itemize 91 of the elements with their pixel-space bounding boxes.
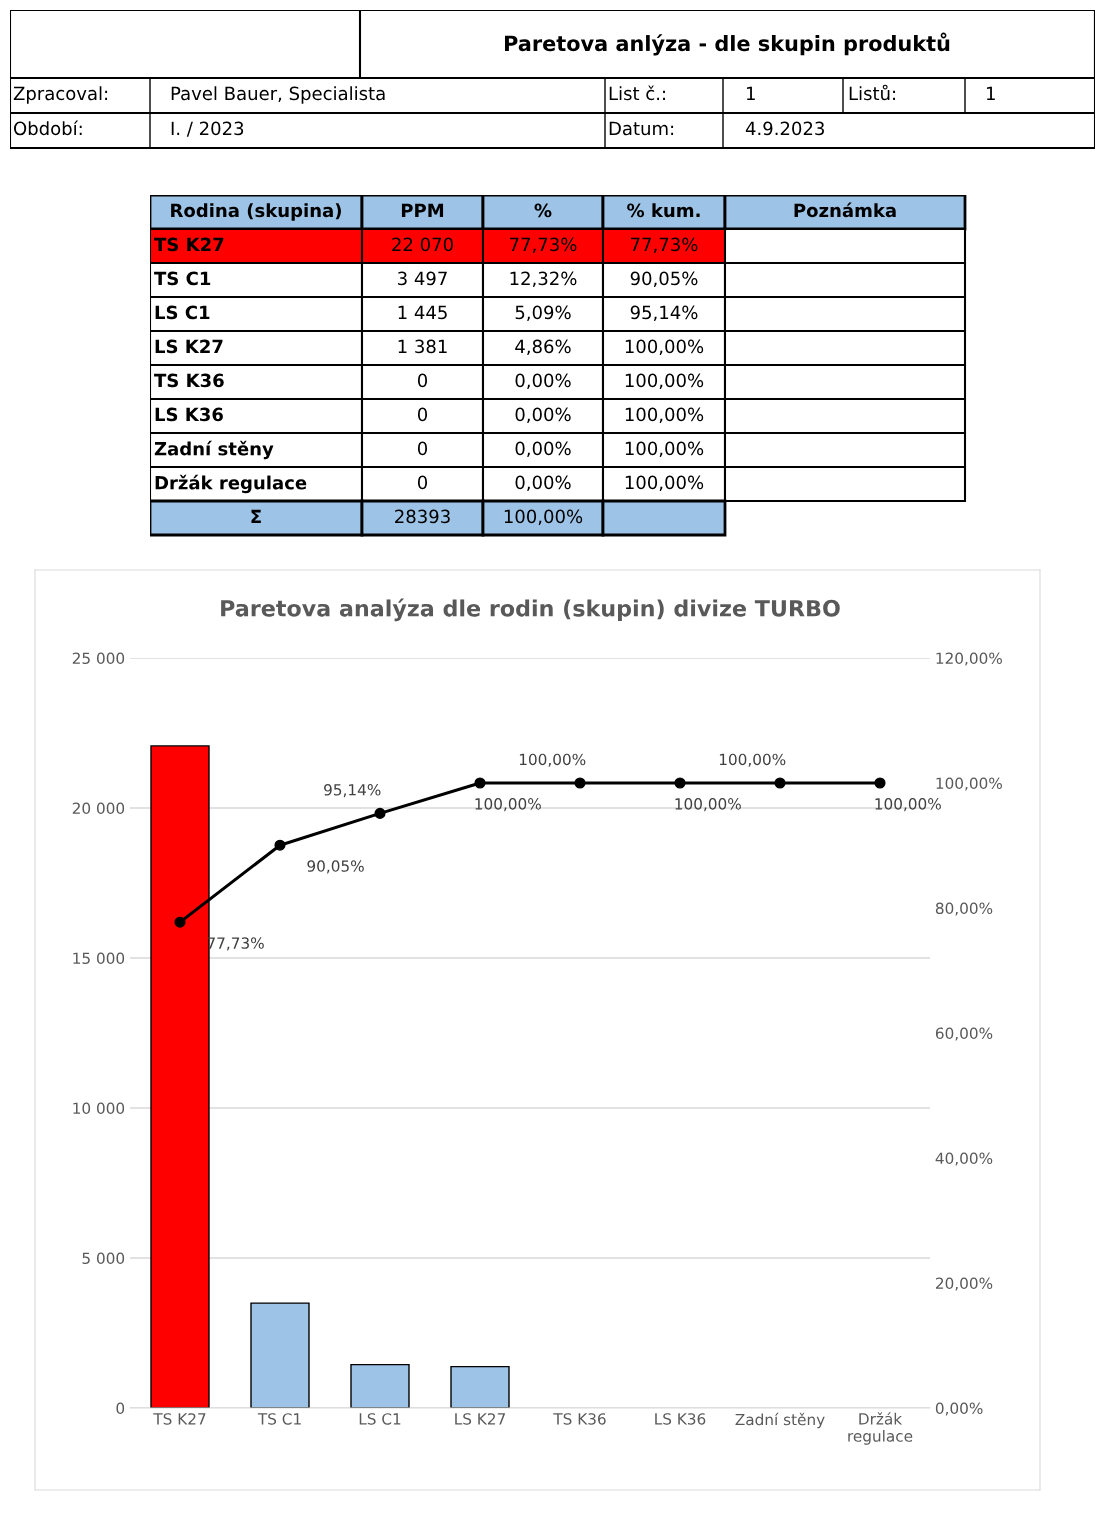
text: 28393 [395, 509, 450, 524]
text: 100,00% [625, 441, 704, 458]
x-tick-label: TS K36 [553, 1413, 606, 1425]
text: 1 [746, 86, 755, 100]
text: 100,00% [504, 509, 583, 526]
point [574, 777, 586, 789]
text: 0,00% [515, 407, 571, 424]
point [474, 777, 486, 789]
text: % kum. [627, 203, 700, 218]
text: Poznámka [794, 202, 896, 218]
text: 100,00% [625, 339, 704, 356]
y-tick-label: 10 000 [73, 1102, 125, 1115]
x-tick-label: LS K36 [655, 1413, 706, 1425]
y2-tick-label: 100,00% [936, 777, 1002, 791]
y-tick-label: 5 000 [82, 1252, 125, 1265]
text: TS K27 [154, 237, 224, 252]
point [174, 916, 186, 928]
text: 0,00% [515, 373, 571, 390]
text: List č.: [609, 85, 665, 101]
chart-title: Paretova analýza dle rodin (skupin) divize TURBO [221, 598, 840, 622]
text: 4,86% [515, 339, 571, 356]
text: 22 070 [392, 237, 453, 252]
bar [250, 1302, 310, 1408]
text: 4.9.2023 [745, 121, 824, 136]
text: 100,00% [625, 407, 704, 424]
text: Držák regulace [155, 474, 307, 494]
data-label: 100,00% [675, 798, 741, 812]
data-label: 100,00% [475, 798, 541, 812]
bar [350, 1363, 410, 1408]
text: LS C1 [155, 305, 210, 320]
x-tick-label: LS C1 [359, 1413, 401, 1425]
x-tick-label: TS C1 [257, 1413, 301, 1425]
x-tick-label: Zadní stěny [735, 1412, 825, 1429]
y-tick-label: 20 000 [72, 802, 125, 815]
text: LS K36 [155, 407, 223, 422]
y-tick-label: 25 000 [72, 652, 125, 665]
y2-tick-label: 0,00% [935, 1402, 983, 1416]
text: Pavel Bauer, Specialista [171, 86, 385, 104]
text: 5,09% [515, 305, 571, 322]
text: Zpracoval: [13, 86, 108, 104]
text: 100,00% [625, 373, 704, 390]
bar [450, 1365, 510, 1408]
text: PPM [401, 203, 444, 217]
y-tick-label: 15 000 [73, 952, 125, 965]
text: Datum: [609, 121, 674, 136]
text: Období: [14, 120, 82, 136]
text: 95,14% [630, 305, 698, 322]
text: I. / 2023 [171, 121, 244, 137]
text: Listů: [849, 84, 895, 101]
text: 1 445 [398, 305, 447, 320]
x-tick-label: Držák regulace [848, 1412, 913, 1445]
y2-tick-label: 80,00% [935, 902, 993, 916]
point [674, 777, 686, 789]
text: LS K27 [155, 339, 223, 354]
point [774, 777, 786, 789]
text: 1 381 [398, 339, 447, 354]
text: 1 [986, 86, 995, 100]
text: 77,73% [631, 237, 698, 254]
data-label: 100,00% [719, 753, 786, 767]
data-label: 100,00% [519, 753, 586, 767]
text: TS K36 [154, 373, 224, 388]
x-tick-label: LS K27 [455, 1413, 505, 1425]
data-label: 100,00% [875, 798, 941, 812]
text: 0,00% [515, 475, 571, 492]
point [874, 777, 886, 789]
x-tick-label: TS K27 [153, 1413, 206, 1425]
text: % [534, 203, 552, 218]
y2-tick-label: 20,00% [935, 1277, 993, 1291]
point [274, 839, 286, 851]
text: 0 [417, 407, 428, 422]
text: Zadní stěny [154, 440, 274, 460]
text: 0 [417, 475, 428, 490]
text: 12,32% [510, 271, 577, 288]
point [374, 807, 386, 819]
text: TS C1 [154, 271, 211, 286]
text: 90,05% [630, 271, 698, 288]
data-label: 90,05% [307, 860, 364, 874]
text: 100,00% [625, 475, 704, 492]
text: Paretova anlýza - dle skupin produktů [504, 32, 950, 56]
text: 77,73% [510, 237, 577, 254]
y2-tick-label: 60,00% [935, 1027, 993, 1041]
text: 3 497 [398, 271, 447, 286]
y-tick-label: 0 [116, 1402, 125, 1415]
text: Rodina (skupina) [171, 203, 341, 221]
y2-tick-label: 120,00% [936, 652, 1002, 666]
text: 0 [417, 441, 428, 456]
text: 0,00% [515, 441, 571, 458]
text: Σ [251, 509, 261, 523]
y2-tick-label: 40,00% [935, 1152, 993, 1166]
data-label: 95,14% [324, 784, 381, 798]
text: 0 [417, 373, 428, 388]
